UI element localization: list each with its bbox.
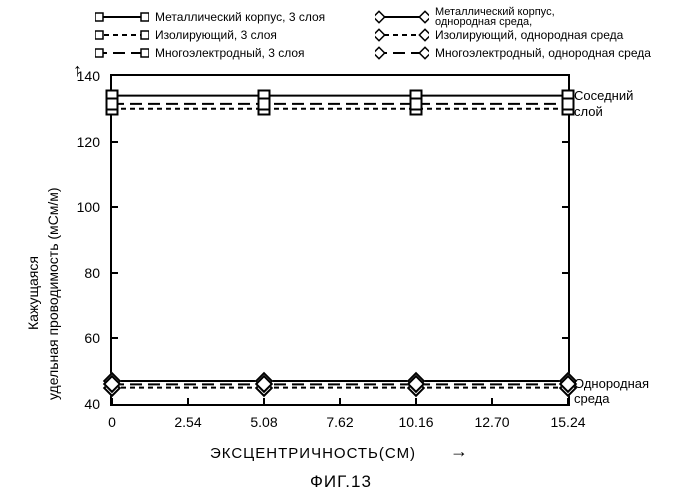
x-axis-label: ЭКСЦЕНТРИЧНОСТЬ(СМ)	[210, 445, 416, 462]
side-annotation: слой	[574, 104, 603, 119]
legend-swatch	[95, 28, 149, 42]
y-tick-label: 120	[60, 134, 100, 150]
y-tick-label: 60	[60, 330, 100, 346]
y-tick-label: 40	[60, 396, 100, 412]
legend-swatch	[95, 46, 149, 60]
y-tick-label: 100	[60, 199, 100, 215]
side-annotation: Соседний	[574, 88, 633, 103]
x-tick-label: 12.70	[474, 414, 509, 430]
legend-item: Многоэлектродный, 3 слоя	[95, 46, 375, 60]
legend-label: Изолирующий, 3 слоя	[155, 28, 277, 42]
square-marker	[562, 97, 575, 110]
x-tick-label: 10.16	[398, 414, 433, 430]
y-tick-label: 140	[60, 68, 100, 84]
x-tick-label: 5.08	[250, 414, 277, 430]
legend-swatch	[375, 10, 429, 24]
legend-label: Многоэлектродный, 3 слоя	[155, 46, 305, 60]
side-annotation: Однородная среда	[574, 376, 649, 406]
series-layer	[112, 76, 568, 404]
legend-label: Многоэлектродный, однородная среда	[435, 46, 651, 60]
plot-area: 40608010012014002.545.087.6210.1612.7015…	[110, 74, 570, 406]
y-tick-label: 80	[60, 265, 100, 281]
square-marker	[410, 97, 423, 110]
legend-row: Многоэлектродный, 3 слоя Многоэлектродный…	[95, 44, 665, 62]
x-tick-label: 2.54	[174, 414, 201, 430]
legend-label: Изолирующий, однородная среда	[435, 28, 623, 42]
legend-swatch	[95, 10, 149, 24]
legend-label: однородная среда,	[435, 17, 555, 27]
legend-row: Металлический корпус, 3 слоя Металлически…	[95, 8, 665, 26]
y-axis-label-line1: Кажущаяся	[25, 256, 41, 330]
legend-item: Металлический корпус, 3 слоя	[95, 10, 375, 24]
legend-label: Металлический корпус, 3 слоя	[155, 10, 325, 24]
legend-row: Изолирующий, 3 слоя Изолирующий, однородн…	[95, 26, 665, 44]
legend-item: Многоэлектродный, однородная среда	[375, 46, 665, 60]
legend-item: Металлический корпус,однородная среда,	[375, 7, 665, 27]
legend-item: Изолирующий, 3 слоя	[95, 28, 375, 42]
figure-label: ФИГ.13	[310, 472, 372, 492]
legend-item: Изолирующий, однородная среда	[375, 28, 665, 42]
x-axis-arrow: →	[450, 441, 468, 462]
square-marker	[258, 97, 271, 110]
x-tick-label: 0	[108, 414, 116, 430]
legend-swatch	[375, 46, 429, 60]
square-marker	[106, 97, 119, 110]
legend: Металлический корпус, 3 слоя Металлически…	[95, 8, 665, 62]
x-tick-label: 7.62	[326, 414, 353, 430]
y-axis-label-line2: удельная проводимость (мСм/м)	[45, 187, 61, 400]
x-tick-label: 15.24	[550, 414, 585, 430]
legend-swatch	[375, 28, 429, 42]
